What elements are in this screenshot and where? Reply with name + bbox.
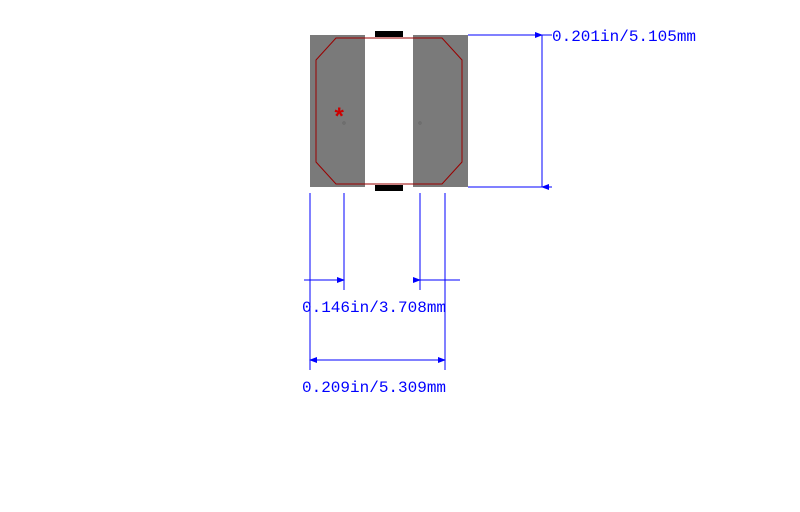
tab-bottom xyxy=(375,185,403,191)
dimension-height-label: 0.201in/5.105mm xyxy=(552,28,696,46)
dimension-height: 0.201in/5.105mm xyxy=(468,28,696,187)
pin1-asterisk-icon: * xyxy=(332,106,346,133)
tab-top xyxy=(375,31,403,37)
engineering-drawing: * 0.201in/5.105mm 0.146in/3.708mm 0.209i… xyxy=(0,0,800,512)
dimension-outer-width-label: 0.209in/5.309mm xyxy=(302,379,446,397)
dimension-inner-width: 0.146in/3.708mm xyxy=(302,193,460,317)
dimension-inner-width-label: 0.146in/3.708mm xyxy=(302,299,446,317)
dimension-outer-width: 0.209in/5.309mm xyxy=(302,193,446,397)
